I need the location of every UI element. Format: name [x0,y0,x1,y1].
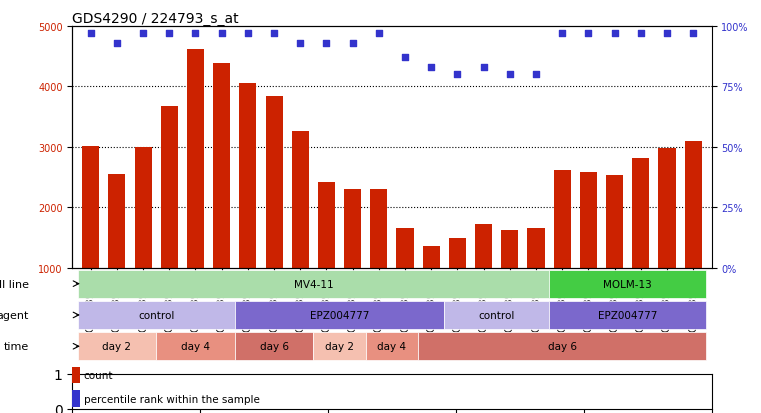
Bar [72,390,80,406]
Bar [549,270,706,298]
Text: GDS4290 / 224793_s_at: GDS4290 / 224793_s_at [72,12,239,26]
Point [295,40,307,47]
Bar [554,171,571,329]
Point [477,64,489,71]
Text: percentile rank within the sample: percentile rank within the sample [84,394,260,404]
Bar [527,228,545,329]
Bar [606,176,623,329]
Text: control: control [479,310,515,320]
Bar [396,228,413,329]
Text: day 6: day 6 [260,342,288,351]
Text: day 2: day 2 [102,342,132,351]
Point [242,31,254,38]
Bar [234,301,444,329]
Point [346,40,358,47]
Point [268,31,280,38]
Text: day 2: day 2 [325,342,354,351]
Bar [187,50,204,329]
Text: EPZ004777: EPZ004777 [310,310,369,320]
Point [137,31,149,38]
Bar [108,174,126,329]
Bar [156,332,234,361]
Text: day 6: day 6 [548,342,577,351]
Bar [78,301,234,329]
Point [163,31,175,38]
Text: time: time [4,342,29,351]
Bar [78,270,549,298]
Bar [444,301,549,329]
Point [189,31,202,38]
Bar [580,173,597,329]
Point [320,40,333,47]
Point [635,31,647,38]
Point [215,31,228,38]
Bar [135,147,151,329]
Bar [422,247,440,329]
Point [399,55,411,62]
Bar [234,332,314,361]
Point [582,31,594,38]
Text: EPZ004777: EPZ004777 [598,310,658,320]
Point [373,31,385,38]
Point [451,72,463,78]
Bar [685,142,702,329]
Text: cell line: cell line [0,279,29,289]
Point [556,31,568,38]
Point [687,31,699,38]
Text: MOLM-13: MOLM-13 [603,279,652,289]
Bar [475,225,492,329]
Text: agent: agent [0,310,29,320]
Bar [318,183,335,329]
Point [661,31,673,38]
Bar [72,367,80,383]
Text: day 4: day 4 [181,342,210,351]
Bar [632,159,649,329]
Point [504,72,516,78]
Bar [78,332,156,361]
Bar [266,97,282,329]
Bar [239,83,256,329]
Bar [344,190,361,329]
Point [84,31,97,38]
Bar [549,301,706,329]
Text: control: control [138,310,174,320]
Point [425,64,438,71]
Text: MV4-11: MV4-11 [294,279,333,289]
Point [609,31,621,38]
Bar [291,131,309,329]
Bar [213,64,230,329]
Bar [366,332,418,361]
Bar [418,332,706,361]
Bar [658,149,676,329]
Bar [161,107,178,329]
Bar [314,332,366,361]
Point [530,72,542,78]
Bar [449,239,466,329]
Bar [371,190,387,329]
Bar [501,231,518,329]
Point [111,40,123,47]
Text: day 4: day 4 [377,342,406,351]
Bar [82,146,99,329]
Text: count: count [84,370,113,380]
